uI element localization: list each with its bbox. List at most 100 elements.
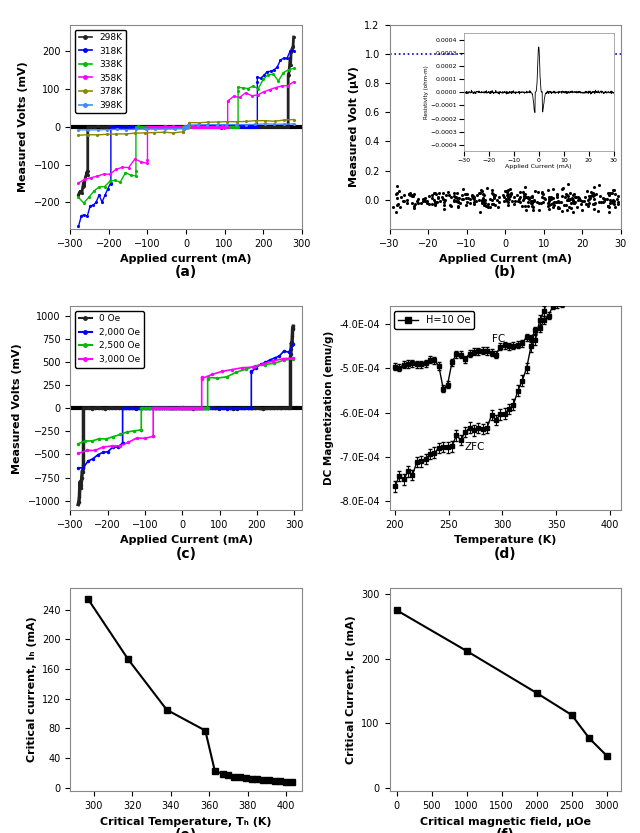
Point — [452, 192, 462, 205]
Point — [584, 192, 594, 206]
Point — [520, 199, 531, 212]
Point — [593, 204, 603, 217]
Point — [520, 187, 530, 201]
X-axis label: Critical Temperature, Tₕ (K): Critical Temperature, Tₕ (K) — [100, 816, 272, 826]
Point — [412, 194, 422, 207]
Point — [427, 192, 437, 205]
Point — [469, 197, 479, 211]
Point — [511, 189, 522, 202]
X-axis label: Applied Current (mA): Applied Current (mA) — [120, 536, 253, 546]
Point — [609, 195, 619, 208]
Point — [584, 197, 594, 210]
Point — [556, 196, 566, 209]
Point — [404, 188, 415, 202]
Point — [602, 192, 612, 206]
Point — [408, 187, 419, 201]
Point — [604, 188, 614, 202]
Point — [479, 193, 490, 207]
Point — [544, 202, 554, 216]
Point — [603, 187, 613, 200]
Point — [490, 188, 500, 202]
Point — [456, 188, 467, 202]
Point — [536, 197, 547, 210]
Point — [489, 190, 499, 203]
Point — [548, 197, 558, 210]
Point — [568, 193, 579, 207]
Point — [429, 193, 439, 207]
Point — [477, 194, 487, 207]
Point — [452, 194, 463, 207]
Point — [494, 190, 504, 203]
Point — [439, 198, 449, 212]
Point — [565, 192, 575, 205]
Point — [560, 191, 570, 204]
Point — [518, 193, 528, 207]
Point — [502, 194, 512, 207]
Point — [479, 188, 489, 202]
Point — [595, 189, 605, 202]
X-axis label: Critical magnetic field, μOe: Critical magnetic field, μOe — [420, 816, 591, 826]
Point — [524, 192, 534, 206]
Point — [390, 187, 401, 201]
Point — [455, 197, 465, 210]
Point — [521, 203, 531, 217]
Point — [417, 194, 428, 207]
Point — [435, 195, 445, 208]
Point — [446, 199, 456, 212]
Point — [429, 198, 440, 212]
Point — [589, 192, 599, 206]
Point — [575, 193, 585, 207]
Point — [568, 197, 579, 210]
Point — [591, 187, 601, 201]
Point — [388, 201, 399, 214]
Point — [582, 199, 593, 212]
Point — [502, 198, 513, 212]
Point — [499, 191, 509, 204]
Point — [543, 199, 554, 212]
Text: (b): (b) — [494, 266, 516, 280]
Point — [528, 203, 538, 217]
Point — [545, 197, 556, 211]
Point — [561, 198, 572, 212]
Point — [568, 188, 578, 202]
Point — [451, 195, 461, 208]
Point — [488, 197, 499, 211]
Point — [450, 190, 460, 203]
Point — [437, 190, 447, 203]
Point — [584, 190, 595, 203]
Point — [474, 187, 484, 200]
Point — [514, 192, 524, 206]
Point — [430, 197, 440, 211]
Point — [503, 191, 513, 204]
Y-axis label: Critical current, Iₕ (mA): Critical current, Iₕ (mA) — [27, 616, 36, 762]
Point — [552, 196, 563, 209]
Point — [392, 198, 402, 212]
Point — [419, 192, 429, 205]
Point — [544, 199, 554, 212]
Point — [546, 191, 556, 204]
Point — [604, 201, 614, 214]
Point — [471, 194, 481, 207]
Point — [604, 206, 614, 219]
Point — [530, 184, 540, 197]
Point — [609, 187, 620, 201]
Point — [506, 187, 516, 200]
Point — [572, 200, 582, 213]
Point — [399, 188, 409, 202]
Point — [534, 196, 545, 209]
Point — [612, 192, 622, 206]
Point — [526, 194, 536, 207]
Point — [474, 193, 484, 207]
Point — [522, 192, 532, 205]
Point — [523, 191, 533, 204]
Point — [590, 196, 600, 209]
Point — [413, 197, 423, 210]
Y-axis label: Measured Volts (mV): Measured Volts (mV) — [19, 62, 29, 192]
Point — [526, 191, 536, 204]
Point — [520, 180, 530, 193]
Point — [492, 193, 502, 207]
Point — [438, 195, 449, 208]
Point — [609, 197, 620, 210]
Point — [519, 187, 529, 201]
Point — [603, 199, 613, 212]
